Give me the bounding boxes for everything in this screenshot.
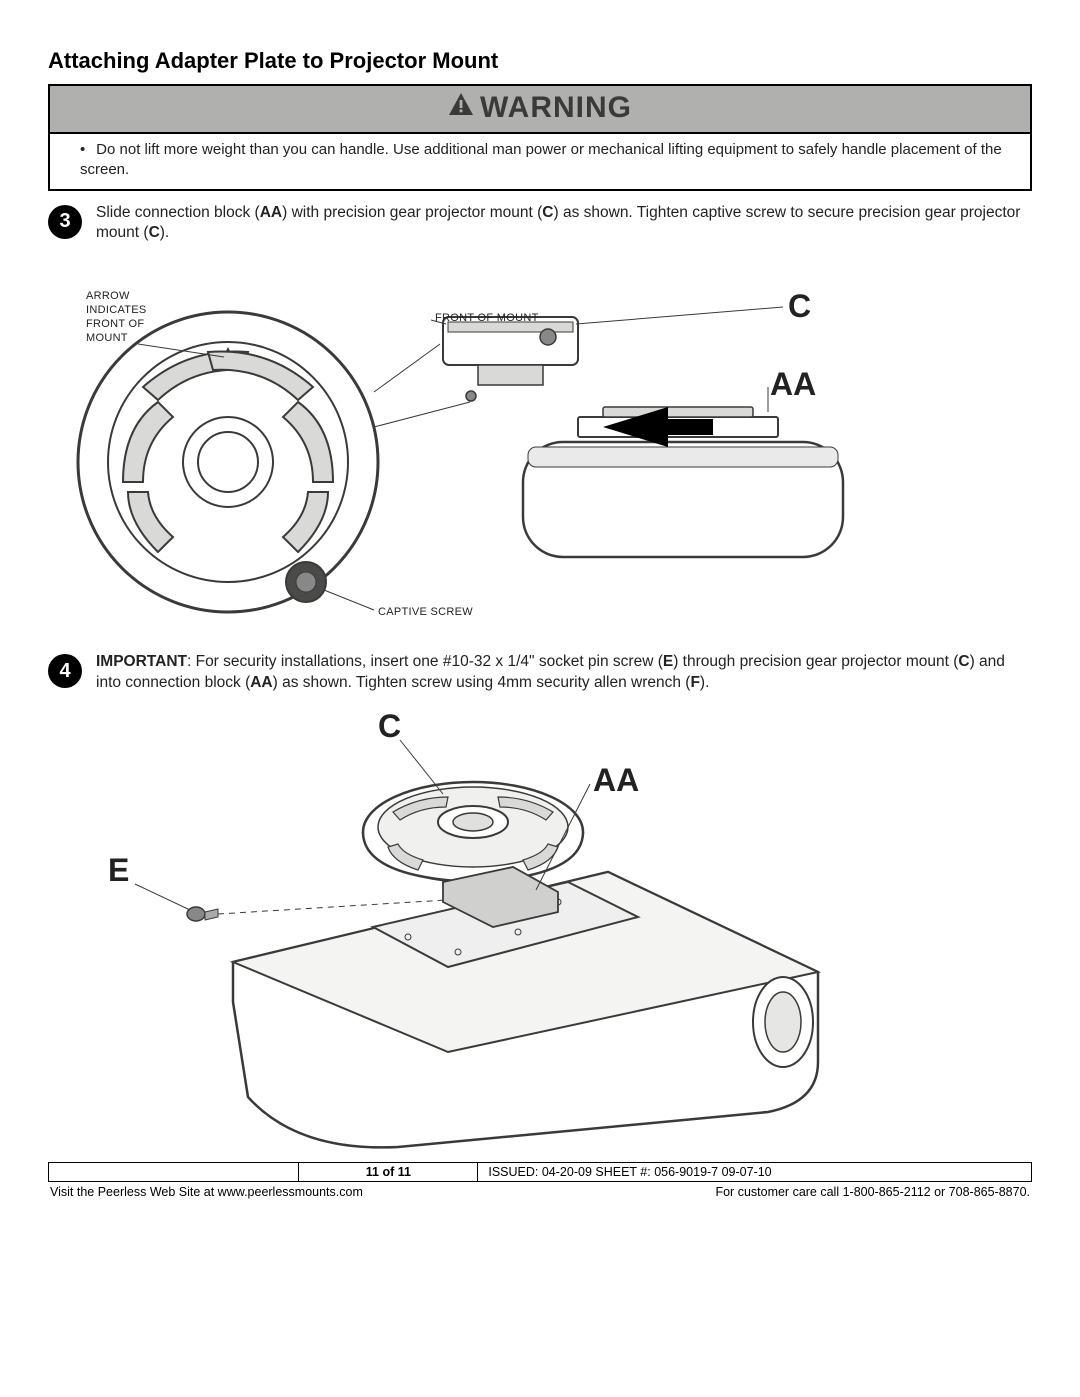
step-3-text: Slide connection block (AA) with precisi… xyxy=(96,203,1032,245)
figure-2-svg xyxy=(48,702,1032,1162)
fig2-label-aa: AA xyxy=(593,762,639,799)
fig2-label-c: C xyxy=(378,708,401,745)
warning-body-text: Do not lift more weight than you can han… xyxy=(80,141,1002,178)
warning-header: WARNING xyxy=(50,86,1030,134)
step4-t2: ) through precision gear projector mount… xyxy=(673,653,958,670)
footer-page: 11 of 11 xyxy=(298,1163,478,1181)
footer-visit: Visit the Peerless Web Site at www.peerl… xyxy=(50,1185,363,1199)
footer: 11 of 11 ISSUED: 04-20-09 SHEET #: 056-9… xyxy=(48,1162,1032,1199)
footer-issued: ISSUED: 04-20-09 SHEET #: 056-9019-7 09-… xyxy=(478,1163,1031,1181)
step-4-text: IMPORTANT: For security installations, i… xyxy=(96,652,1032,694)
section-title: Attaching Adapter Plate to Projector Mou… xyxy=(48,48,1032,74)
step4-c: C xyxy=(958,653,969,670)
step4-t4: ) as shown. Tighten screw using 4mm secu… xyxy=(273,674,691,691)
captive-screw-label: CAPTIVE SCREW xyxy=(378,606,473,620)
step-3-number: 3 xyxy=(48,205,82,239)
step4-important: IMPORTANT xyxy=(96,653,187,670)
step3-t1: Slide connection block ( xyxy=(96,204,260,221)
step-4-number: 4 xyxy=(48,654,82,688)
label-c: C xyxy=(788,288,811,325)
warning-heading-text: WARNING xyxy=(480,91,632,124)
fig2-label-e: E xyxy=(108,852,129,889)
step3-aa1: AA xyxy=(260,204,282,221)
footer-spacer xyxy=(49,1163,298,1181)
step4-aa: AA xyxy=(250,674,272,691)
warning-body: • Do not lift more weight than you can h… xyxy=(50,134,1030,189)
step4-t1: : For security installations, insert one… xyxy=(187,653,663,670)
figure-1-svg xyxy=(48,252,1032,652)
label-aa: AA xyxy=(770,366,816,403)
step-3: 3 Slide connection block (AA) with preci… xyxy=(48,203,1032,245)
step4-t5: ). xyxy=(700,674,709,691)
step4-e: E xyxy=(663,653,673,670)
arrow-note: ARROW INDICATES FRONT OF MOUNT xyxy=(86,290,147,345)
figure-2: C AA E xyxy=(48,702,1032,1162)
step3-t2: ) with precision gear projector mount ( xyxy=(282,204,542,221)
footer-bar: 11 of 11 ISSUED: 04-20-09 SHEET #: 056-9… xyxy=(48,1162,1032,1182)
footer-line: Visit the Peerless Web Site at www.peerl… xyxy=(48,1182,1032,1199)
figure-1: ARROW INDICATES FRONT OF MOUNT FRONT OF … xyxy=(48,252,1032,652)
step4-f: F xyxy=(690,674,699,691)
footer-care: For customer care call 1-800-865-2112 or… xyxy=(715,1185,1030,1199)
step3-c1: C xyxy=(542,204,553,221)
step-4: 4 IMPORTANT: For security installations,… xyxy=(48,652,1032,694)
bullet-icon: • xyxy=(80,140,92,160)
front-of-mount-label: FRONT OF MOUNT xyxy=(435,312,539,326)
step3-c2: C xyxy=(149,224,160,241)
warning-box: WARNING • Do not lift more weight than y… xyxy=(48,84,1032,191)
warning-triangle-icon xyxy=(448,90,474,124)
step3-t4: ). xyxy=(160,224,169,241)
